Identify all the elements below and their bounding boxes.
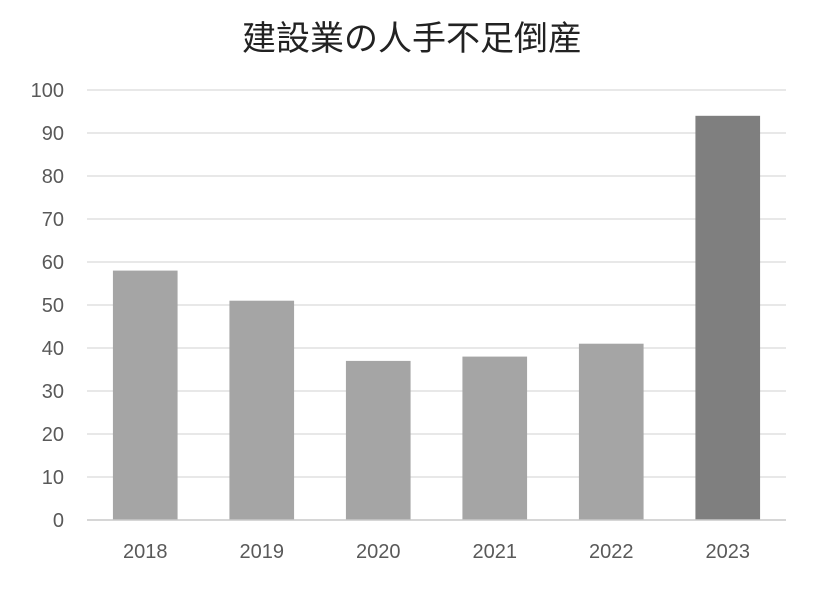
y-axis-tick-labels: 0 10 20 30 40 50 60 70 80 90 100 <box>31 80 64 532</box>
gridlines <box>87 89 786 478</box>
bar-2022 <box>578 343 644 520</box>
y-tick-label: 30 <box>42 381 64 403</box>
x-tick-label: 2019 <box>240 541 285 563</box>
bars <box>112 115 761 521</box>
y-tick-label: 80 <box>42 166 64 188</box>
y-tick-label: 60 <box>42 252 64 274</box>
x-axis-tick-labels: 2018 2019 2020 2021 2022 2023 <box>123 541 750 563</box>
chart-title: 建設業の人手不足倒産 <box>242 19 582 59</box>
x-tick-label: 2021 <box>473 541 518 563</box>
x-tick-label: 2022 <box>589 541 634 563</box>
bar-2020 <box>345 360 411 520</box>
bar-2018 <box>112 270 178 520</box>
x-tick-label: 2020 <box>356 541 401 563</box>
y-tick-label: 20 <box>42 424 64 446</box>
bar-2021 <box>462 356 528 520</box>
bar-2023 <box>695 115 761 521</box>
x-tick-label: 2018 <box>123 541 168 563</box>
y-tick-label: 40 <box>42 338 64 360</box>
y-tick-label: 10 <box>42 467 64 489</box>
y-tick-label: 70 <box>42 209 64 231</box>
x-tick-label: 2023 <box>706 541 751 563</box>
y-tick-label: 100 <box>31 80 64 102</box>
bar-2019 <box>229 300 295 520</box>
y-tick-label: 90 <box>42 123 64 145</box>
y-tick-label: 0 <box>53 510 64 532</box>
y-tick-label: 50 <box>42 295 64 317</box>
